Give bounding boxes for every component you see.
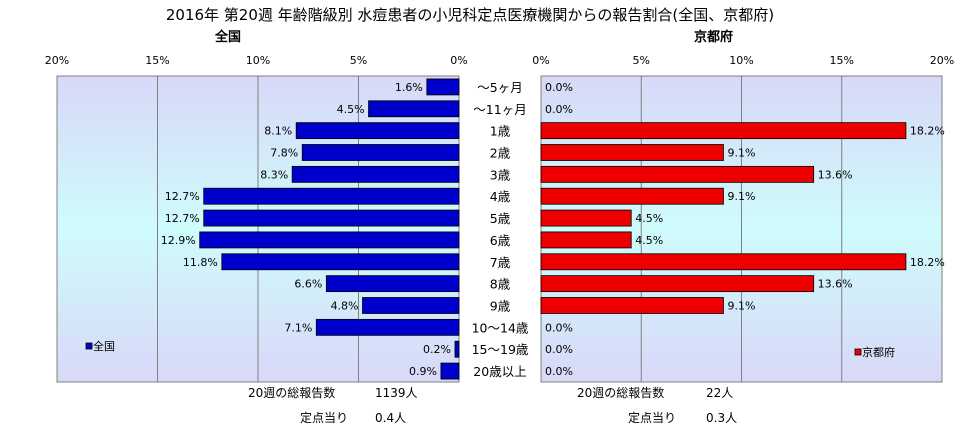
bar-kyoto bbox=[540, 165, 815, 183]
data-label-kyoto: 13.6% bbox=[818, 278, 853, 291]
data-label-kyoto: 0.0% bbox=[545, 321, 573, 334]
bar-kyoto bbox=[540, 187, 724, 205]
age-group-label: 15～19歳 bbox=[472, 342, 529, 357]
bar-kyoto bbox=[540, 122, 907, 140]
bar-kyoto bbox=[540, 231, 632, 249]
bar-national bbox=[426, 78, 460, 96]
bar-national bbox=[221, 253, 460, 271]
age-group-label: 6歳 bbox=[490, 233, 511, 248]
data-label-national: 0.2% bbox=[423, 343, 451, 356]
age-group-label: 10～14歳 bbox=[472, 320, 529, 335]
national-total-label: 20週の総報告数 bbox=[248, 385, 335, 400]
bar-kyoto bbox=[540, 297, 724, 314]
data-label-national: 12.7% bbox=[165, 212, 200, 225]
data-label-kyoto: 9.1% bbox=[727, 147, 755, 160]
right-tick-label: 5% bbox=[633, 54, 650, 67]
bar-kyoto bbox=[540, 209, 632, 227]
left-tick-label: 5% bbox=[350, 54, 367, 67]
right-tick-label: 0% bbox=[532, 54, 549, 67]
age-group-label: 1歳 bbox=[490, 124, 511, 139]
legend-kyoto-label: 京都府 bbox=[862, 345, 895, 359]
bar-national bbox=[203, 187, 460, 205]
legend-national-swatch bbox=[85, 342, 93, 350]
bar-national bbox=[325, 275, 460, 293]
age-group-label: 9歳 bbox=[490, 299, 511, 314]
legend-kyoto-swatch bbox=[854, 348, 862, 356]
legend-kyoto: 京都府 bbox=[854, 345, 895, 359]
legend-national-label: 全国 bbox=[93, 339, 115, 353]
data-label-kyoto: 0.0% bbox=[545, 103, 573, 116]
age-group-label: 2歳 bbox=[490, 146, 511, 161]
data-label-national: 4.8% bbox=[331, 300, 359, 313]
bar-national bbox=[203, 209, 460, 227]
data-label-national: 7.8% bbox=[270, 147, 298, 160]
data-label-national: 12.7% bbox=[165, 190, 200, 203]
data-label-national: 8.1% bbox=[264, 125, 292, 138]
bars bbox=[199, 78, 907, 380]
data-label-national: 1.6% bbox=[395, 81, 423, 94]
data-label-kyoto: 9.1% bbox=[727, 300, 755, 313]
data-label-kyoto: 9.1% bbox=[727, 190, 755, 203]
right-tick-label: 15% bbox=[830, 54, 854, 67]
left-panel-title: 全国 bbox=[214, 29, 241, 45]
age-group-label: ～5ヶ月 bbox=[477, 80, 522, 95]
age-group-label: 7歳 bbox=[490, 255, 511, 270]
data-label-kyoto: 18.2% bbox=[910, 256, 945, 269]
bar-kyoto bbox=[540, 275, 815, 293]
kyoto-per-label: 定点当り bbox=[628, 410, 676, 425]
age-group-label: 8歳 bbox=[490, 277, 511, 292]
left-tick-label: 0% bbox=[450, 54, 467, 67]
data-label-kyoto: 0.0% bbox=[545, 365, 573, 378]
bar-national bbox=[301, 144, 460, 161]
age-group-label: 5歳 bbox=[490, 211, 511, 226]
bar-national bbox=[362, 297, 460, 314]
bar-national bbox=[454, 340, 460, 358]
age-group-label: 3歳 bbox=[490, 167, 511, 182]
right-panel-title: 京都府 bbox=[694, 29, 733, 45]
kyoto-per-value: 0.3人 bbox=[706, 411, 737, 425]
national-total-value: 1139人 bbox=[375, 386, 418, 400]
data-label-kyoto: 4.5% bbox=[635, 212, 663, 225]
bar-national bbox=[295, 122, 460, 140]
data-label-national: 0.9% bbox=[409, 365, 437, 378]
bar-national bbox=[315, 318, 460, 336]
data-label-kyoto: 13.6% bbox=[818, 168, 853, 181]
chart-title: 2016年 第20週 年齢階級別 水痘患者の小児科定点医療機関からの報告割合(全… bbox=[166, 6, 774, 24]
data-label-national: 4.5% bbox=[337, 103, 365, 116]
data-label-national: 8.3% bbox=[260, 168, 288, 181]
left-tick-label: 10% bbox=[246, 54, 270, 67]
data-label-kyoto: 0.0% bbox=[545, 343, 573, 356]
left-tick-label: 15% bbox=[145, 54, 169, 67]
data-label-kyoto: 4.5% bbox=[635, 234, 663, 247]
data-label-kyoto: 0.0% bbox=[545, 81, 573, 94]
national-per-label: 定点当り bbox=[300, 410, 348, 425]
data-labels: 1.6% 0.0% 4.5% 0.0% 8.1% 18.2% 7.8% 9.1% 8.3% 13.… bbox=[161, 81, 945, 378]
data-label-national: 12.9% bbox=[161, 234, 196, 247]
left-tick-label: 20% bbox=[45, 54, 69, 67]
bar-national bbox=[199, 231, 460, 249]
bar-national bbox=[291, 165, 460, 183]
kyoto-total-label: 20週の総報告数 bbox=[577, 385, 664, 400]
right-tick-label: 10% bbox=[729, 54, 753, 67]
bar-kyoto bbox=[540, 253, 907, 271]
tick-labels: 0% 5% 10% 15% 20% 0% 5% 10% 15% 20% bbox=[45, 54, 954, 67]
kyoto-total-value: 22人 bbox=[706, 386, 733, 400]
data-label-national: 11.8% bbox=[183, 256, 218, 269]
data-label-national: 6.6% bbox=[294, 278, 322, 291]
category-labels: ～5ヶ月 ～11ヶ月 1歳 2歳 3歳 4歳 5歳 6歳 7歳 8歳 9歳 10～14歳 15～19歳 2… bbox=[472, 80, 529, 379]
data-label-national: 7.1% bbox=[284, 321, 312, 334]
data-label-kyoto: 18.2% bbox=[910, 125, 945, 138]
bar-kyoto bbox=[540, 144, 724, 161]
bar-national bbox=[440, 362, 460, 380]
age-group-label: ～11ヶ月 bbox=[473, 102, 526, 117]
legend-national: 全国 bbox=[85, 339, 115, 353]
bar-national bbox=[368, 100, 460, 118]
right-tick-label: 20% bbox=[930, 54, 954, 67]
age-group-label: 20歳以上 bbox=[473, 364, 526, 379]
national-per-value: 0.4人 bbox=[375, 411, 406, 425]
age-group-label: 4歳 bbox=[490, 189, 511, 204]
